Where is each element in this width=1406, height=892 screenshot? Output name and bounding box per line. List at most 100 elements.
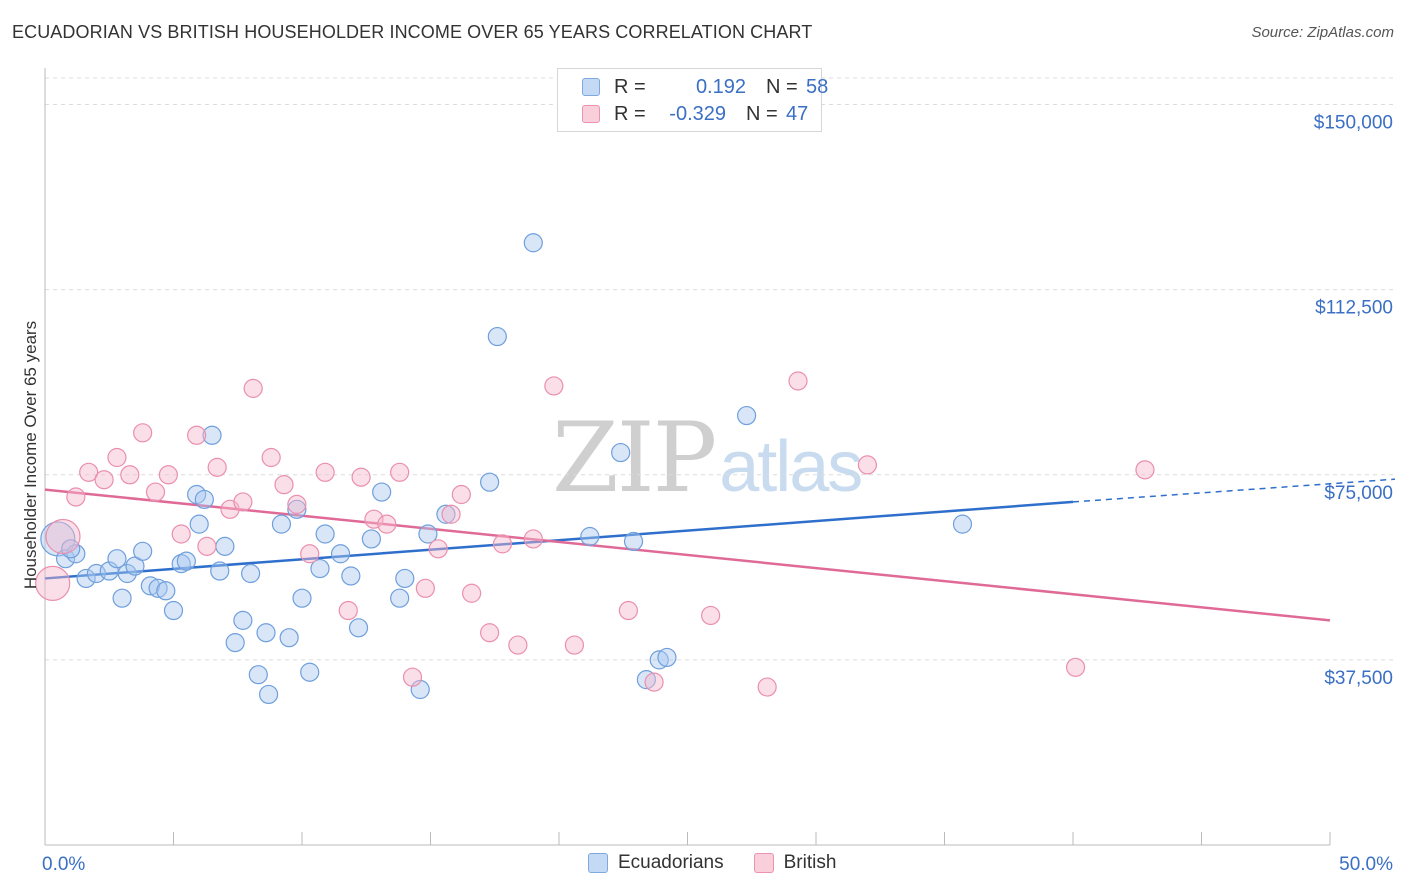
- legend-swatch-ecuadorians: [582, 78, 600, 96]
- point-ecuadorians: [300, 662, 320, 682]
- point-british: [451, 484, 471, 505]
- legend-n-label: N =: [746, 102, 778, 125]
- axes: [44, 68, 1331, 846]
- point-british: [1065, 657, 1086, 677]
- point-ecuadorians: [636, 670, 656, 690]
- point-british: [523, 529, 543, 549]
- point-ecuadorians: [163, 600, 184, 621]
- point-british: [79, 462, 99, 482]
- legend-r-value: 0.192: [695, 75, 746, 98]
- point-british: [338, 600, 358, 621]
- point-ecuadorians: [480, 472, 500, 492]
- point-ecuadorians: [156, 581, 176, 601]
- point-ecuadorians: [395, 568, 415, 589]
- point-british: [107, 447, 127, 468]
- point-british: [508, 635, 528, 655]
- point-ecuadorians: [348, 618, 369, 638]
- point-british: [364, 509, 384, 529]
- point-ecuadorians: [258, 684, 279, 705]
- point-ecuadorians: [315, 524, 335, 544]
- point-british: [492, 534, 513, 554]
- point-british: [261, 447, 281, 468]
- point-ecuadorians: [418, 524, 438, 544]
- point-british: [233, 492, 253, 512]
- point-ecuadorians: [225, 633, 245, 653]
- trendline-ecuadorians: [44, 500, 1074, 580]
- point-ecuadorians: [287, 499, 307, 519]
- trendline-british: [44, 488, 1331, 622]
- point-british: [402, 667, 423, 687]
- y-tick-label: $112,500: [1315, 298, 1393, 319]
- point-ecuadorians: [107, 549, 127, 569]
- legend-n-value: 47: [786, 102, 809, 125]
- point-ecuadorians: [215, 536, 235, 556]
- point-ecuadorians: [523, 233, 543, 253]
- bottom-legend-label-british: British: [783, 852, 837, 873]
- point-ecuadorians: [952, 514, 973, 534]
- point-ecuadorians: [125, 556, 145, 576]
- point-ecuadorians: [202, 425, 222, 445]
- bottom-legend-ecuadorians: Ecuadorians: [588, 852, 724, 874]
- point-ecuadorians: [623, 531, 644, 552]
- point-british: [300, 544, 320, 564]
- legend: R = 0.192 N = 58 R = -0.329 N = 47: [557, 68, 828, 132]
- point-british: [377, 514, 397, 534]
- chart-title: ECUADORIAN VS BRITISH HOUSEHOLDER INCOME…: [12, 22, 813, 42]
- point-british: [644, 672, 664, 692]
- y-tick-label: $37,500: [1324, 668, 1393, 689]
- y-axis-title: Householder Income Over 65 years: [21, 321, 40, 589]
- point-ecuadorians: [171, 554, 191, 574]
- point-british: [415, 578, 435, 598]
- point-british: [120, 465, 140, 485]
- point-british: [315, 462, 335, 482]
- legend-r-label: R =: [614, 102, 646, 125]
- trendline-ecuadorians-extension: [1072, 478, 1396, 503]
- point-british: [544, 376, 564, 396]
- point-british: [66, 487, 86, 507]
- point-ecuadorians: [117, 563, 137, 584]
- point-british: [158, 465, 178, 485]
- point-british: [351, 467, 371, 487]
- point-ecuadorians: [271, 514, 292, 534]
- point-ecuadorians: [279, 628, 299, 648]
- legend-r-label: R =: [614, 75, 646, 98]
- point-ecuadorians: [189, 514, 209, 534]
- legend-swatch-british: [582, 105, 600, 123]
- bottom-legend-label-ecuadorians: Ecuadorians: [618, 852, 724, 873]
- point-british: [701, 605, 721, 626]
- point-british: [207, 457, 227, 477]
- point-british: [145, 482, 166, 502]
- y-tick-label: $150,000: [1314, 113, 1393, 134]
- point-british: [480, 623, 500, 643]
- point-ecuadorians: [112, 588, 132, 608]
- point-british: [618, 600, 638, 621]
- point-ecuadorians: [148, 578, 168, 598]
- point-ecuadorians: [176, 551, 196, 571]
- point-british: [564, 635, 585, 655]
- legend-n-value: 58: [806, 75, 829, 98]
- point-british: [197, 536, 217, 556]
- x-tick-label-min: 0.0%: [42, 854, 85, 875]
- point-ecuadorians: [133, 541, 153, 561]
- point-british: [857, 455, 878, 475]
- point-ecuadorians: [140, 576, 160, 596]
- point-ecuadorians: [210, 561, 230, 581]
- point-british: [243, 378, 263, 398]
- point-british: [390, 462, 410, 482]
- point-ecuadorians: [649, 650, 669, 670]
- point-british: [428, 539, 448, 559]
- data-points: [35, 233, 1155, 705]
- watermark-atlas: atlas: [719, 427, 863, 507]
- point-ecuadorians: [76, 568, 96, 589]
- point-british: [274, 475, 294, 495]
- point-ecuadorians: [241, 563, 261, 584]
- point-ecuadorians: [372, 482, 392, 502]
- point-british: [788, 371, 808, 391]
- point-ecuadorians: [657, 647, 677, 668]
- point-ecuadorians: [256, 623, 276, 643]
- point-ecuadorians: [55, 549, 76, 569]
- bottom-legend-british: British: [753, 852, 837, 874]
- point-ecuadorians: [436, 504, 456, 524]
- point-british: [94, 470, 114, 490]
- legend-row-ecuadorians: R = 0.192 N = 58: [582, 73, 828, 101]
